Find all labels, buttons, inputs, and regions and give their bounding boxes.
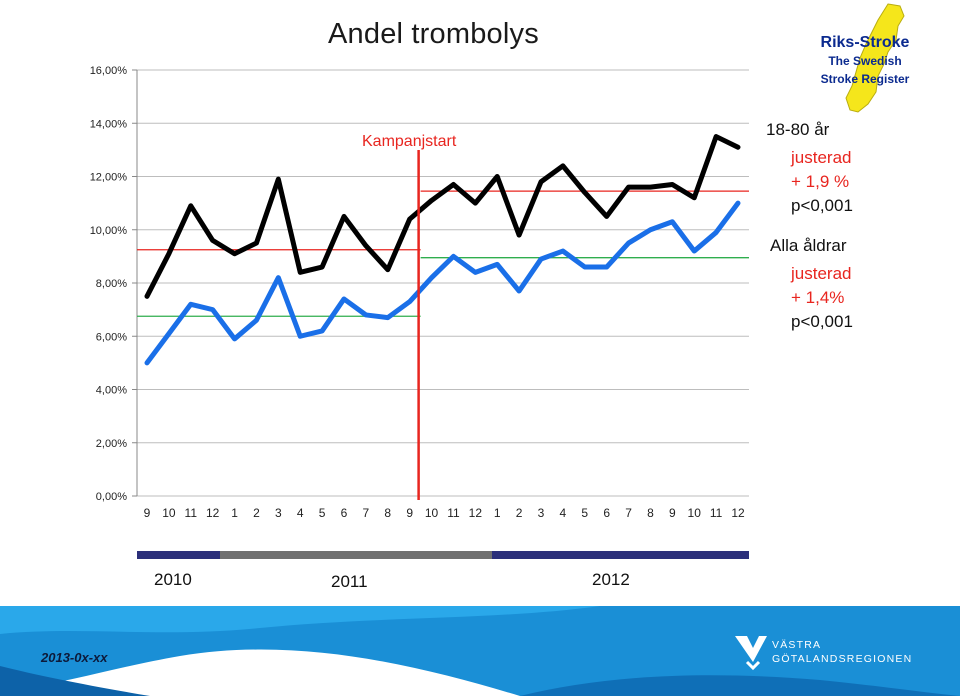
x-tick-label: 6 bbox=[603, 506, 610, 520]
x-tick-label: 11 bbox=[710, 506, 723, 520]
y-tick-label: 10,00% bbox=[90, 225, 128, 237]
x-tick-label: 1 bbox=[494, 506, 501, 520]
footer-date: 2013-0x-xx bbox=[41, 650, 108, 665]
annotation-group1-p: p<0,001 bbox=[791, 196, 853, 215]
y-axis-ticks: 0,00% 2,00% 4,00% 6,00% 8,00% 10,00% 12,00% 14,… bbox=[90, 65, 128, 503]
y-tick-label: 8,00% bbox=[96, 278, 127, 290]
x-tick-label: 8 bbox=[647, 506, 654, 520]
x-tick-label: 9 bbox=[669, 506, 676, 520]
year-label-2012: 2012 bbox=[592, 570, 630, 589]
x-tick-label: 2 bbox=[516, 506, 523, 520]
x-tick-label: 10 bbox=[425, 506, 439, 520]
x-tick-label: 3 bbox=[538, 506, 545, 520]
year-band bbox=[220, 551, 492, 559]
annotation-group2-p: p<0,001 bbox=[791, 312, 853, 331]
year-band bbox=[137, 551, 220, 559]
x-axis-ticks: 9 10 11 12 1 2 3 4 5 6 7 8 9 10 11 12 1 2 3 4 5 6 7 8 9 10 11 12 bbox=[144, 506, 745, 520]
x-tick-label: 10 bbox=[688, 506, 702, 520]
x-tick-label: 1 bbox=[231, 506, 238, 520]
x-tick-label: 9 bbox=[406, 506, 413, 520]
y-tick-label: 2,00% bbox=[96, 438, 127, 450]
year-band bbox=[492, 551, 749, 559]
annotation-group1-change: + 1,9 % bbox=[791, 172, 850, 191]
x-tick-label: 7 bbox=[625, 506, 632, 520]
vgr-org-name: VÄSTRA GÖTALANDSREGIONEN bbox=[772, 638, 912, 666]
year-bands bbox=[137, 551, 749, 559]
x-tick-label: 10 bbox=[162, 506, 176, 520]
y-tick-label: 16,00% bbox=[90, 65, 128, 77]
y-tick-label: 4,00% bbox=[96, 385, 127, 397]
riks-stroke-logo: Riks-Stroke The Swedish Stroke Register bbox=[800, 0, 930, 120]
x-tick-label: 4 bbox=[297, 506, 304, 520]
y-tick-label: 0,00% bbox=[96, 491, 127, 503]
year-label-2010: 2010 bbox=[154, 570, 192, 589]
campaign-label: Kampanjstart bbox=[362, 133, 457, 150]
x-tick-label: 12 bbox=[469, 506, 483, 520]
reference-lines bbox=[137, 190, 749, 317]
x-tick-label: 7 bbox=[363, 506, 370, 520]
x-tick-label: 11 bbox=[185, 506, 198, 520]
annotation-group2-change: + 1,4% bbox=[791, 288, 845, 307]
y-tick-label: 6,00% bbox=[96, 331, 127, 343]
chart-title: Andel trombolys bbox=[328, 18, 539, 50]
y-tick-label: 12,00% bbox=[90, 172, 128, 184]
annotation-group2: Alla åldrar bbox=[770, 236, 847, 255]
sweden-map-icon bbox=[845, 3, 905, 113]
x-tick-label: 2 bbox=[253, 506, 260, 520]
y-tick-label: 14,00% bbox=[90, 118, 128, 130]
footer-banner bbox=[0, 606, 960, 696]
x-tick-label: 12 bbox=[731, 506, 745, 520]
series-line bbox=[144, 200, 741, 366]
annotation-group1: 18-80 år bbox=[766, 120, 830, 139]
vgr-logo-icon bbox=[735, 636, 767, 671]
x-tick-label: 11 bbox=[447, 506, 460, 520]
annotation-group1-adjusted: justerad bbox=[791, 148, 852, 167]
annotation-group2-adjusted: justerad bbox=[791, 264, 852, 283]
x-tick-label: 5 bbox=[319, 506, 326, 520]
logo-title: Riks-Stroke bbox=[820, 34, 910, 51]
x-tick-label: 3 bbox=[275, 506, 282, 520]
vgr-line2: GÖTALANDSREGIONEN bbox=[772, 653, 913, 665]
logo-subtitle-2: Stroke Register bbox=[820, 72, 910, 86]
x-tick-label: 12 bbox=[206, 506, 220, 520]
x-tick-label: 5 bbox=[581, 506, 588, 520]
x-tick-label: 8 bbox=[384, 506, 391, 520]
x-tick-label: 9 bbox=[144, 506, 151, 520]
vgr-line1: VÄSTRA bbox=[772, 639, 822, 651]
year-label-2011: 2011 bbox=[331, 572, 368, 591]
x-tick-label: 4 bbox=[560, 506, 567, 520]
series-group bbox=[144, 134, 741, 366]
series-line bbox=[144, 134, 741, 299]
line-chart: 0,00% 2,00% 4,00% 6,00% 8,00% 10,00% 12,00% 14,… bbox=[90, 65, 749, 559]
logo-subtitle-1: The Swedish bbox=[828, 54, 902, 68]
x-tick-label: 6 bbox=[341, 506, 348, 520]
